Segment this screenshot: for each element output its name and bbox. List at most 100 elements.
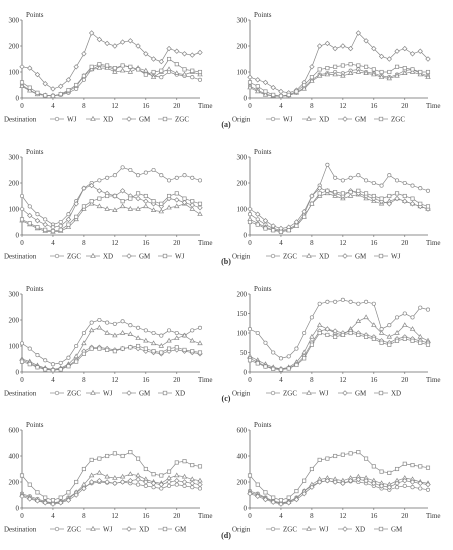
x-tick-label: 0 [248,376,252,384]
legend-label-wj: WJ [319,526,329,534]
data-point-xd [190,349,195,354]
data-point-zgc [348,175,353,180]
y-tick-label: 200 [237,479,248,487]
data-point-gm [363,38,369,44]
x-tick-label: 4 [279,239,283,247]
x-tick-label: 20 [401,239,409,247]
data-point-zgc [58,92,63,97]
data-point-wj [88,472,95,478]
x-tick-label: 16 [142,102,150,110]
y-tick-label: 0 [16,505,20,513]
data-point-zgc [394,178,400,183]
data-point-wj [81,340,87,346]
data-point-gm [81,466,86,472]
y-tick-label: 0 [16,232,20,240]
data-point-xd [425,342,431,347]
data-point-gm [42,221,48,228]
data-point-zgc [425,487,431,492]
series-line-zgc [249,63,428,97]
legend-marker-xd [162,390,168,396]
data-point-zgc [151,485,156,490]
data-point-zgc [247,212,253,217]
data-point-gm [120,453,125,459]
data-point-xd [58,367,63,372]
data-point-wj [425,204,431,209]
data-point-wj [197,77,203,82]
data-point-wj [104,473,110,479]
data-point-wj [81,204,86,209]
data-point-zgc [410,315,415,320]
data-point-xd [119,479,126,485]
y-axis-title: Points [254,148,272,156]
data-point-xd [378,483,385,489]
data-point-wj [127,471,134,476]
y-tick-label: 600 [9,427,20,435]
data-point-gm [88,182,95,189]
data-point-zgc [325,299,330,304]
data-point-zgc [425,307,431,312]
legend-title: Destination [4,526,37,534]
data-point-zgc [286,92,291,97]
legend-marker-wj [54,116,60,122]
data-point-zgc [278,356,284,361]
data-point-xd [309,78,315,83]
data-point-gm [27,212,33,219]
data-point-gm [371,45,377,52]
x-axis-title: Time [426,512,441,520]
x-tick-label: 20 [401,512,409,520]
data-point-wj [378,329,385,335]
data-point-gm [119,39,126,45]
data-point-gm [409,201,416,207]
data-point-wj [189,337,195,343]
data-point-wj [402,322,408,327]
data-point-gm [316,185,323,191]
data-point-xd [166,346,172,351]
data-point-xd [293,496,300,503]
data-point-zgc [128,323,133,328]
y-tick-label: 100 [9,69,20,77]
data-point-wj [294,223,299,228]
y-tick-label: 0 [244,232,248,240]
data-point-gm [42,81,48,87]
legend-label-gm: GM [391,526,403,534]
data-point-zgc [174,62,179,67]
data-point-gm [43,495,48,500]
data-point-zgc [197,178,203,183]
data-point-xd [50,501,56,507]
series-line-gm [21,32,201,90]
data-point-gm [364,456,369,461]
data-point-zgc [278,93,284,98]
data-point-wj [363,314,369,320]
data-point-wj [364,191,369,196]
data-point-gm [263,490,268,495]
y-tick-label: 200 [9,317,20,325]
data-point-gm [189,202,195,208]
y-axis-title: Points [26,11,44,19]
data-point-wj [128,196,133,201]
legend-label-zgc: ZGC [67,390,81,398]
data-point-xd [387,342,392,347]
data-point-xd [255,493,261,499]
data-point-xd [386,484,392,490]
data-point-gm [65,216,72,223]
data-point-zgc [174,175,179,180]
data-point-wj [81,77,86,82]
data-point-zgc [271,350,276,355]
data-point-gm [340,452,345,457]
data-point-gm [105,453,110,459]
data-point-gm [247,74,253,80]
legend-label-wj: WJ [103,390,113,398]
legend-marker-xd [90,252,96,258]
data-point-gm [58,495,63,500]
y-tick-label: 100 [237,330,248,338]
data-point-zgc [255,84,260,89]
data-point-gm [112,43,118,49]
data-point-wj [197,201,203,206]
data-point-xd [81,485,87,492]
legend-marker-xd [306,252,312,258]
data-point-zgc [159,68,164,73]
data-point-xd [74,359,79,364]
data-point-gm [379,469,384,474]
data-point-zgc [364,178,369,183]
data-point-zgc [348,299,353,304]
